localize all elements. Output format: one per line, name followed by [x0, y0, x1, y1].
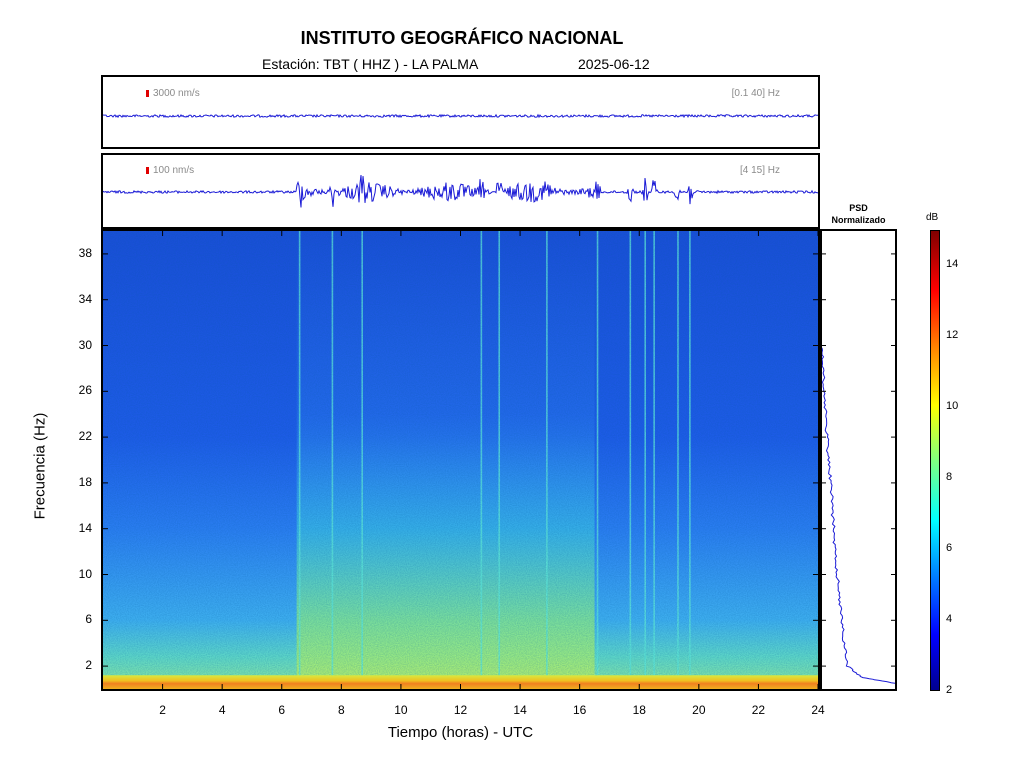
psd-title: PSD Normalizado — [820, 202, 897, 226]
x-tick-label: 8 — [337, 703, 345, 717]
y-tick-label: 14 — [78, 520, 92, 535]
colorbar-tick-label: 10 — [946, 400, 959, 413]
psd-curve — [822, 253, 895, 684]
waveform-trace-filtered — [103, 174, 818, 208]
station-subtitle: Estación: TBT ( HHZ ) - LA PALMA — [262, 56, 479, 72]
page-title: INSTITUTO GEOGRÁFICO NACIONAL — [300, 28, 624, 48]
y-tick-label: 18 — [78, 474, 92, 489]
x-axis-label: Tiempo (horas) - UTC — [387, 724, 534, 741]
y-tick-label: 22 — [78, 429, 92, 444]
y-tick-label: 30 — [78, 337, 92, 352]
spectrogram-plot — [101, 229, 820, 691]
y-tick-label: 2 — [85, 658, 92, 673]
x-tick-label: 4 — [218, 703, 226, 717]
y-tick-label: 10 — [78, 566, 92, 581]
waveform-panel-broadband: 3000 nm/s [0.1 40] Hz — [101, 75, 820, 149]
x-tick-label: 12 — [453, 703, 468, 717]
date-label: 2025-06-12 — [578, 56, 650, 72]
colorbar-tick-label: 2 — [946, 684, 953, 696]
colorbar-tick-label: 6 — [946, 542, 953, 555]
colorbar — [930, 230, 940, 691]
amplitude-scale-bar — [146, 90, 149, 97]
colorbar-tick-label: 14 — [946, 258, 959, 271]
psd-title-line1: PSD — [849, 203, 868, 213]
colorbar-tick-label: 4 — [946, 613, 953, 626]
filter-band-label: [0.1 40] Hz — [731, 88, 780, 99]
colorbar-tick-label: 8 — [946, 471, 953, 484]
x-tick-label: 20 — [692, 703, 706, 717]
amplitude-scale-label: 3000 nm/s — [153, 88, 200, 99]
y-tick-label: 6 — [85, 612, 92, 627]
x-tick-label: 6 — [278, 703, 286, 717]
x-tick-label: 14 — [513, 703, 527, 717]
colorbar-tick-label: 12 — [946, 329, 959, 342]
waveform-panel-filtered: 100 nm/s [4 15] Hz — [101, 153, 820, 229]
psd-panel — [820, 229, 897, 691]
amplitude-scale-bar — [146, 167, 149, 174]
waveform-trace-broadband — [103, 113, 818, 119]
y-tick-label: 38 — [78, 245, 92, 260]
colorbar-unit: dB — [926, 212, 939, 223]
x-tick-label: 10 — [394, 703, 408, 717]
y-tick-label: 34 — [78, 291, 92, 306]
x-tick-label: 22 — [751, 703, 766, 717]
psd-title-line2: Normalizado — [831, 215, 886, 225]
amplitude-scale-label: 100 nm/s — [153, 165, 195, 176]
x-tick-label: 16 — [572, 703, 587, 717]
y-axis-label: Frecuencia (Hz) — [31, 412, 49, 520]
x-tick-label: 2 — [159, 703, 166, 717]
spectrogram-noise-texture — [103, 231, 818, 689]
y-tick-label: 26 — [78, 383, 92, 398]
filter-band-label: [4 15] Hz — [739, 165, 780, 176]
x-tick-label: 18 — [632, 703, 646, 717]
x-tick-label: 24 — [811, 703, 825, 717]
